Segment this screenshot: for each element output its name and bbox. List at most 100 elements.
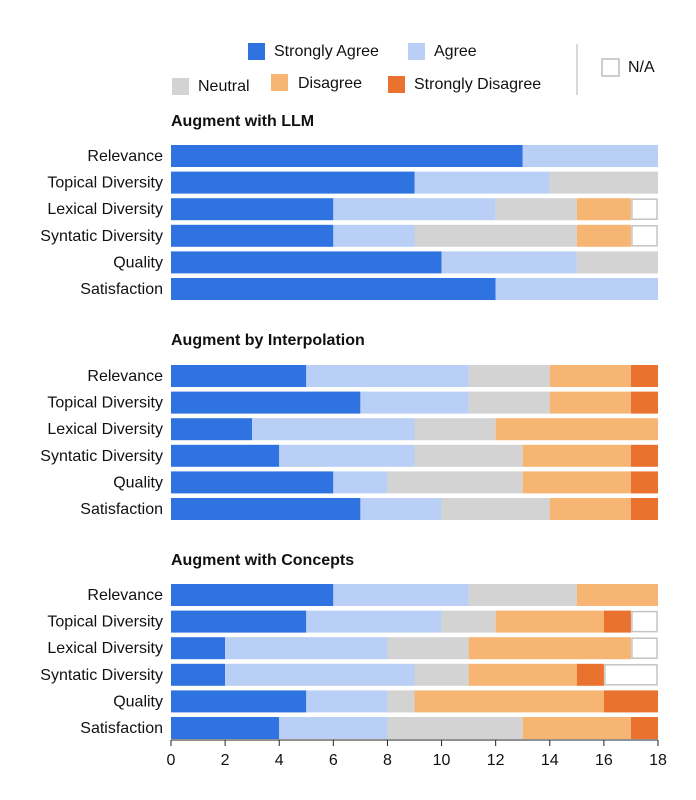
bar-segment-strongly-agree [171, 224, 334, 247]
legend-label-disagree: Disagree [298, 75, 362, 92]
bar-segment-strongly-disagree [630, 717, 658, 739]
bar-row-quality: Quality [113, 251, 658, 274]
bar-segment-strongly-disagree [630, 471, 658, 494]
category-label: Quality [113, 474, 163, 491]
bar-segment-strongly-disagree [603, 690, 658, 713]
bar-segment-agree [306, 610, 442, 633]
category-label: Topical Diversity [47, 395, 163, 412]
category-label: Topical Diversity [47, 614, 163, 631]
bar-segment-strongly-agree [171, 418, 253, 441]
category-label: Satisfaction [80, 720, 163, 737]
bar-segment-neutral [441, 610, 496, 633]
bar-segment-strongly-agree [171, 717, 280, 739]
bar-segment-agree [333, 224, 415, 247]
panel-title: Augment with LLM [171, 113, 314, 130]
bar-segment-strongly-agree [171, 690, 307, 713]
category-label: Relevance [87, 587, 163, 604]
bar-row-relevance: Relevance [87, 145, 658, 167]
bar-row-syntatic-diversity: Syntatic Diversity [40, 224, 658, 247]
bar-segment-strongly-agree [171, 471, 334, 494]
bar-row-topical-diversity: Topical Diversity [47, 171, 658, 194]
legend-label-agree: Agree [434, 43, 477, 60]
bar-segment-strongly-agree [171, 663, 226, 686]
bar-segment-neutral [387, 637, 469, 660]
bar-segment-neutral [387, 690, 415, 713]
category-label: Topical Diversity [47, 175, 163, 192]
legend-swatch-disagree [271, 74, 288, 91]
bar-segment-neutral [468, 391, 550, 414]
category-label: Relevance [87, 148, 163, 165]
bar-segment-disagree [522, 444, 631, 467]
bar-segment-disagree [576, 584, 658, 606]
panel-augment-with-llm: Augment with LLM Relevance Topical Diversi… [40, 113, 658, 300]
category-label: Syntatic Diversity [40, 228, 163, 245]
x-tick-label: 14 [541, 752, 559, 769]
bar-segment-agree [306, 365, 469, 387]
bar-segment-strongly-agree [171, 391, 361, 414]
bar-segment-agree [225, 637, 388, 660]
bar-segment-disagree [495, 418, 658, 441]
bar-row-satisfaction: Satisfaction [80, 278, 658, 300]
legend-label-strongly-disagree: Strongly Disagree [414, 76, 541, 93]
bar-segment-disagree [522, 717, 631, 739]
legend-swatch-agree [408, 43, 425, 60]
legend-swatch-strongly-disagree [388, 76, 405, 93]
bar-segment-strongly-agree [171, 610, 307, 633]
bar-row-satisfaction: Satisfaction [80, 717, 658, 739]
panel-title: Augment by Interpolation [171, 332, 365, 349]
x-tick-label: 16 [595, 752, 613, 769]
bar-segment-disagree [549, 391, 631, 414]
bar-segment-agree [252, 418, 415, 441]
bar-segment-neutral [414, 663, 469, 686]
x-tick-label: 18 [649, 752, 667, 769]
bar-row-syntatic-diversity: Syntatic Diversity [40, 444, 658, 467]
bar-segment-strongly-agree [171, 444, 280, 467]
bar-segment-agree [495, 278, 658, 300]
bar-segment-neutral [468, 584, 577, 606]
bar-segment-n-a [631, 225, 658, 247]
bar-segment-agree [333, 584, 469, 606]
bar-segment-strongly-agree [171, 637, 226, 660]
x-tick-label: 12 [487, 752, 505, 769]
bar-row-topical-diversity: Topical Diversity [47, 391, 658, 414]
legend-label-strongly-agree: Strongly Agree [274, 43, 379, 60]
bar-segment-agree [225, 663, 415, 686]
category-label: Quality [113, 254, 163, 271]
bar-segment-neutral [414, 418, 496, 441]
legend-item-agree: Agree [408, 43, 477, 60]
x-tick-label: 10 [433, 752, 451, 769]
legend-swatch-neutral [172, 78, 189, 95]
x-tick-label: 0 [167, 752, 176, 769]
bar-segment-strongly-disagree [603, 610, 631, 633]
bar-segment-agree [279, 444, 415, 467]
bar-segment-strongly-agree [171, 498, 361, 520]
bar-segment-strongly-disagree [630, 365, 658, 387]
bar-segment-strongly-disagree [630, 498, 658, 520]
bar-segment-neutral [414, 444, 523, 467]
category-label: Satisfaction [80, 501, 163, 518]
bar-segment-neutral [495, 198, 577, 221]
bar-row-satisfaction: Satisfaction [80, 498, 658, 520]
x-tick-label: 2 [221, 752, 230, 769]
category-label: Lexical Diversity [47, 201, 163, 218]
bar-segment-agree [522, 145, 658, 167]
bar-segment-strongly-agree [171, 251, 442, 274]
bar-segment-strongly-agree [171, 584, 334, 606]
bar-segment-n-a [631, 637, 658, 659]
panel-title: Augment with Concepts [171, 552, 354, 569]
bar-segment-strongly-disagree [630, 444, 658, 467]
category-label: Relevance [87, 368, 163, 385]
bar-segment-neutral [576, 251, 658, 274]
bar-segment-agree [333, 198, 496, 221]
bar-segment-neutral [414, 224, 577, 247]
bar-segment-n-a [631, 198, 658, 220]
legend-item-strongly-disagree: Strongly Disagree [388, 76, 541, 93]
category-label: Syntatic Diversity [40, 667, 163, 684]
x-axis: 0 2 4 6 8 10 12 14 16 18 [167, 739, 667, 769]
chart-panels: Augment with LLM Relevance Topical Diversi… [40, 113, 658, 739]
legend: Strongly Agree Agree Neutral Disagree Strong… [172, 43, 655, 95]
x-tick-label: 4 [275, 752, 284, 769]
bar-row-syntatic-diversity: Syntatic Diversity [40, 663, 658, 686]
bar-segment-agree [333, 471, 388, 494]
